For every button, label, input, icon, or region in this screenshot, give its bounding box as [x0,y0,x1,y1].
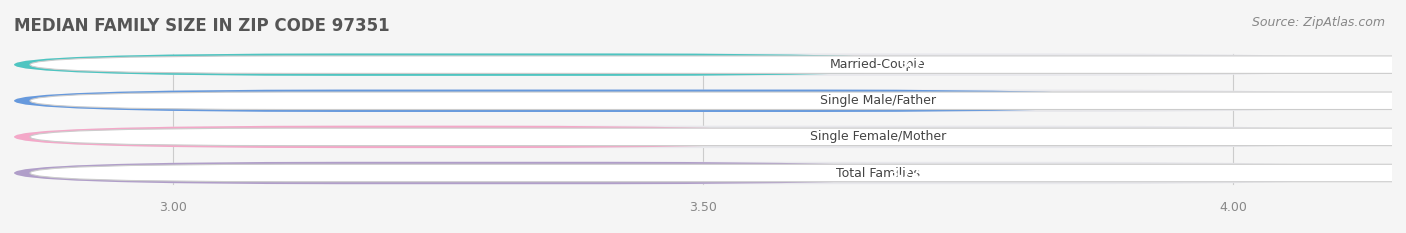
FancyBboxPatch shape [30,92,1406,110]
Text: Single Female/Mother: Single Female/Mother [810,130,946,143]
FancyBboxPatch shape [30,128,1406,146]
Text: MEDIAN FAMILY SIZE IN ZIP CODE 97351: MEDIAN FAMILY SIZE IN ZIP CODE 97351 [14,17,389,35]
FancyBboxPatch shape [30,164,1406,182]
FancyBboxPatch shape [14,53,946,76]
Text: 3.92: 3.92 [1101,94,1132,107]
Text: 3.73: 3.73 [900,58,931,71]
Text: Single Male/Father: Single Male/Father [820,94,936,107]
FancyBboxPatch shape [14,53,1392,76]
FancyBboxPatch shape [30,56,1406,73]
Text: Source: ZipAtlas.com: Source: ZipAtlas.com [1251,16,1385,29]
Text: Total Families: Total Families [837,167,920,179]
FancyBboxPatch shape [14,89,1392,112]
Text: Married-Couple: Married-Couple [830,58,925,71]
FancyBboxPatch shape [14,126,808,148]
FancyBboxPatch shape [14,162,936,184]
FancyBboxPatch shape [14,126,1392,148]
Text: 3.60: 3.60 [762,130,793,143]
FancyBboxPatch shape [14,89,1149,112]
Text: 3.72: 3.72 [890,167,921,179]
FancyBboxPatch shape [14,162,1392,184]
